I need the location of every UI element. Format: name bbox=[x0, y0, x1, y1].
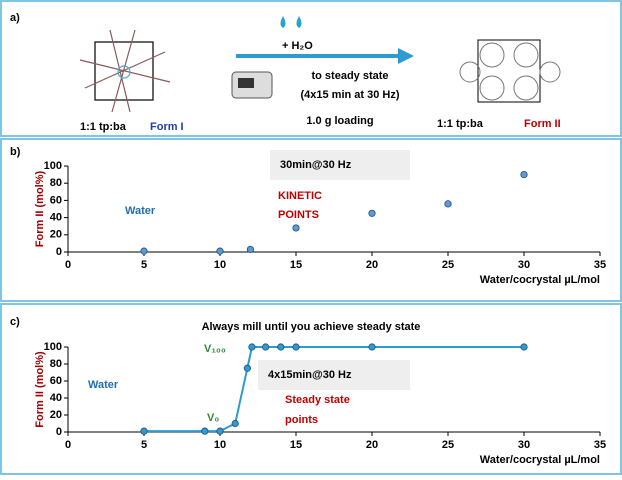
panel-b-frame bbox=[0, 138, 622, 302]
panel-label: c) bbox=[10, 316, 20, 328]
panel-label: b) bbox=[10, 146, 21, 158]
annotation: 4x15min@30 Hz bbox=[268, 369, 352, 381]
annotation-box bbox=[270, 150, 410, 180]
form-ii-structure bbox=[459, 39, 561, 103]
annotation: KINETIC bbox=[278, 190, 322, 202]
y-tick-label: 80 bbox=[50, 177, 62, 189]
conditions: to steady state bbox=[311, 70, 388, 82]
panel-label: a) bbox=[10, 12, 20, 24]
data-point bbox=[368, 343, 376, 351]
y-axis-label: Form II (mol%) bbox=[34, 170, 46, 247]
x-axis-label: Water/cocrystal µL/mol bbox=[480, 454, 600, 466]
y-tick-label: 20 bbox=[50, 229, 62, 241]
data-point bbox=[520, 171, 528, 179]
panel-c-frame bbox=[0, 303, 622, 475]
chart-title: Always mill until you achieve steady sta… bbox=[202, 321, 421, 333]
x-tick-label: 20 bbox=[366, 439, 378, 451]
x-axis-label: Water/cocrystal µL/mol bbox=[480, 274, 600, 286]
y-tick-label: 40 bbox=[50, 212, 62, 224]
y-tick-label: 80 bbox=[50, 358, 62, 370]
data-point bbox=[231, 419, 239, 428]
x-tick-label: 30 bbox=[518, 439, 530, 451]
y-tick-label: 0 bbox=[56, 426, 62, 438]
data-point bbox=[216, 427, 224, 435]
y-tick-label: 0 bbox=[56, 246, 62, 258]
data-point bbox=[292, 343, 300, 351]
water-drops bbox=[280, 16, 302, 28]
data-point bbox=[368, 209, 376, 217]
data-point bbox=[246, 245, 254, 254]
x-tick-label: 25 bbox=[442, 439, 454, 451]
y-tick-label: 20 bbox=[50, 409, 62, 421]
x-tick-label: 25 bbox=[442, 259, 454, 271]
x-tick-label: 5 bbox=[141, 439, 147, 451]
annotation-box bbox=[258, 360, 410, 390]
data-point bbox=[261, 343, 270, 351]
x-tick-label: 15 bbox=[290, 439, 302, 451]
annotation: Steady state bbox=[285, 394, 350, 406]
x-tick-label: 30 bbox=[518, 259, 530, 271]
y-tick-label: 100 bbox=[44, 160, 62, 172]
loading: 1.0 g loading bbox=[306, 115, 373, 127]
data-point bbox=[520, 343, 528, 351]
data-point bbox=[444, 200, 452, 208]
y-tick-label: 100 bbox=[44, 341, 62, 353]
form-label: Form II bbox=[524, 118, 561, 130]
ratio: 1:1 tp:ba bbox=[437, 118, 484, 130]
annotation: V₁₀₀ bbox=[204, 343, 226, 355]
x-tick-label: 0 bbox=[65, 439, 71, 451]
form-label: Form I bbox=[150, 121, 184, 133]
annotation: V₀ bbox=[207, 412, 219, 424]
data-point bbox=[277, 343, 285, 351]
data-point bbox=[243, 364, 251, 372]
data-point bbox=[248, 343, 256, 351]
conditions: (4x15 min at 30 Hz) bbox=[300, 89, 399, 101]
mill-icon bbox=[231, 71, 273, 99]
ratio: 1:1 tp:ba bbox=[80, 121, 127, 133]
annotation: Water bbox=[125, 205, 156, 217]
data-point bbox=[292, 224, 300, 232]
data-point bbox=[140, 247, 148, 255]
data-point bbox=[216, 247, 224, 255]
annotation: points bbox=[285, 414, 318, 426]
x-tick-label: 20 bbox=[366, 259, 378, 271]
data-point bbox=[201, 427, 209, 435]
x-tick-label: 35 bbox=[594, 439, 606, 451]
data-point bbox=[140, 427, 148, 435]
y-tick-label: 60 bbox=[50, 375, 62, 387]
panel-a-frame bbox=[0, 0, 622, 137]
y-tick-label: 40 bbox=[50, 392, 62, 404]
annotation: Water bbox=[88, 379, 119, 391]
x-tick-label: 5 bbox=[141, 259, 147, 271]
x-tick-label: 0 bbox=[65, 259, 71, 271]
x-tick-label: 15 bbox=[290, 259, 302, 271]
x-tick-label: 10 bbox=[214, 439, 226, 451]
annotation: 30min@30 Hz bbox=[280, 159, 352, 171]
form-i-structure bbox=[79, 29, 171, 113]
x-tick-label: 35 bbox=[594, 259, 606, 271]
reagent: + H₂O bbox=[282, 40, 313, 52]
arrow-head bbox=[398, 48, 414, 64]
y-axis-label: Form II (mol%) bbox=[34, 351, 46, 428]
annotation: POINTS bbox=[278, 209, 319, 221]
y-tick-label: 60 bbox=[50, 194, 62, 206]
x-tick-label: 10 bbox=[214, 259, 226, 271]
